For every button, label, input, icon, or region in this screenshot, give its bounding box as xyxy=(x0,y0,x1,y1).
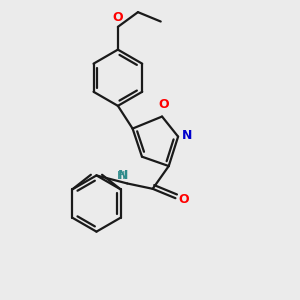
Text: O: O xyxy=(158,98,169,111)
Text: O: O xyxy=(112,11,123,24)
Text: N: N xyxy=(182,129,193,142)
Text: H: H xyxy=(117,171,125,181)
Text: O: O xyxy=(178,193,189,206)
Text: N: N xyxy=(118,169,129,182)
